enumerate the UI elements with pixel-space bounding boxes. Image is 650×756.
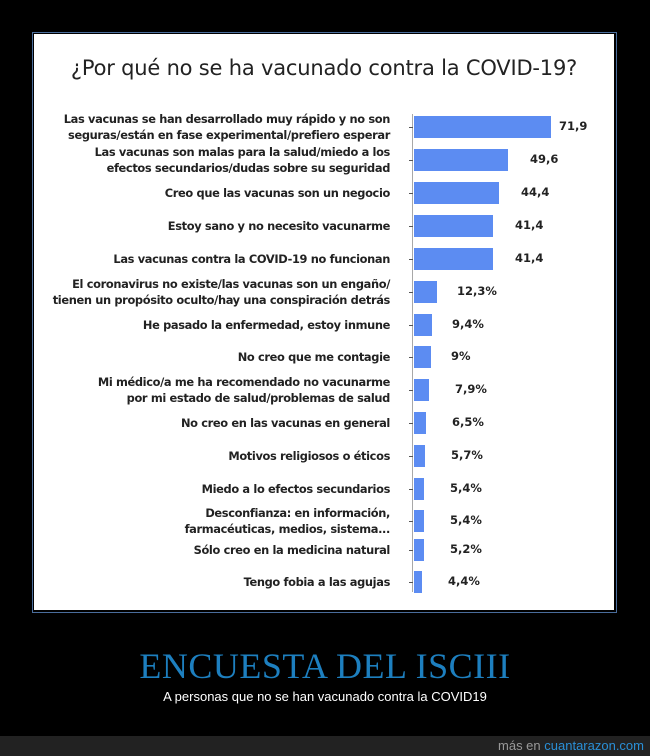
- axis-tick: [409, 582, 413, 583]
- category-label-line: Mi médico/a me ha recomendado no vacunar…: [97, 375, 391, 389]
- axis-tick: [409, 127, 413, 128]
- bar: [414, 314, 432, 336]
- axis-tick: [409, 521, 413, 522]
- value-label: 49,6: [530, 152, 559, 166]
- category-label-line: Las vacunas se han desarrollado muy rápi…: [63, 112, 391, 126]
- category-label-line: Motivos religiosos o éticos: [228, 449, 390, 463]
- category-label-line: Creo que las vacunas son un negocio: [164, 186, 391, 200]
- category-label: Sólo creo en la medicina natural: [193, 542, 391, 558]
- category-label-line: El coronavirus no existe/las vacunas son…: [72, 277, 390, 291]
- axis-tick: [409, 456, 413, 457]
- category-label-line: Las vacunas contra la COVID-19 no funcio…: [113, 252, 390, 266]
- axis-tick: [409, 292, 413, 293]
- value-label: 5,4%: [450, 513, 482, 527]
- bar: [414, 510, 424, 532]
- category-label-line: No creo en las vacunas en general: [180, 416, 390, 430]
- value-label: 5,2%: [450, 542, 482, 556]
- category-label: Las vacunas se han desarrollado muy rápi…: [63, 111, 391, 143]
- category-label-line: Estoy sano y no necesito vacunarme: [167, 219, 391, 233]
- category-label: Tengo fobia a las agujas: [243, 574, 391, 590]
- value-label: 44,4: [521, 185, 550, 199]
- bar: [414, 412, 426, 434]
- y-axis-line: [412, 114, 413, 592]
- category-label-line: Miedo a lo efectos secundarios: [201, 482, 391, 496]
- category-label-line: He pasado la enfermedad, estoy inmune: [142, 318, 390, 332]
- value-label: 12,3%: [457, 284, 497, 298]
- category-label: No creo en las vacunas en general: [181, 415, 390, 431]
- category-label-line: farmacéuticas, medios, sistema...: [184, 522, 391, 536]
- axis-tick: [409, 357, 413, 358]
- category-label: He pasado la enfermedad, estoy inmune: [143, 317, 390, 333]
- category-label-line: seguras/están en fase experimental/prefi…: [68, 128, 390, 142]
- axis-tick: [409, 325, 413, 326]
- category-label: Estoy sano y no necesito vacunarme: [167, 218, 391, 234]
- value-label: 6,5%: [452, 415, 484, 429]
- category-label-line: efectos secundarios/dudas sobre su segur…: [106, 161, 391, 175]
- value-label: 41,4: [515, 251, 544, 265]
- site-link[interactable]: cuantarazon.com: [544, 738, 644, 753]
- category-label: Desconfianza: en información, farmacéutic…: [184, 505, 391, 537]
- value-label: 71,9: [559, 119, 588, 133]
- value-label: 9%: [451, 349, 471, 363]
- category-label: El coronavirus no existe/las vacunas son…: [52, 276, 391, 308]
- axis-tick: [409, 160, 413, 161]
- footer-bar: más en cuantarazon.com: [0, 736, 650, 756]
- axis-tick: [409, 390, 413, 391]
- bar: [414, 215, 493, 237]
- bar: [414, 149, 508, 171]
- category-label: Miedo a lo efectos secundarios: [201, 481, 391, 497]
- category-label-line: Sólo creo en la medicina natural: [193, 543, 391, 557]
- category-label-line: Las vacunas son malas para la salud/mied…: [94, 145, 391, 159]
- category-label: No creo que me contagie: [237, 349, 391, 365]
- category-label: Creo que las vacunas son un negocio: [164, 185, 391, 201]
- bar: [414, 248, 493, 270]
- chart-title: ¿Por qué no se ha vacunado contra la COV…: [70, 56, 578, 80]
- value-label: 41,4: [515, 218, 544, 232]
- chart-panel: ¿Por qué no se ha vacunado contra la COV…: [34, 34, 614, 610]
- post-subtitle: A personas que no se han vacunado contra…: [163, 689, 487, 704]
- category-label: Las vacunas son malas para la salud/mied…: [94, 144, 391, 176]
- bar: [414, 571, 422, 593]
- bar: [414, 445, 425, 467]
- category-label-line: por mi estado de salud/problemas de salu…: [126, 391, 391, 405]
- value-label: 5,7%: [451, 448, 483, 462]
- category-label-line: Tengo fobia a las agujas: [243, 575, 391, 589]
- axis-tick: [409, 489, 413, 490]
- axis-tick: [409, 259, 413, 260]
- footer-text: más en cuantarazon.com: [498, 738, 644, 753]
- category-label: Motivos religiosos o éticos: [228, 448, 390, 464]
- bar: [414, 478, 424, 500]
- axis-tick: [409, 423, 413, 424]
- value-label: 9,4%: [452, 317, 484, 331]
- axis-tick: [409, 550, 413, 551]
- category-label-line: Desconfianza: en información,: [205, 506, 390, 520]
- bar: [414, 281, 437, 303]
- bar: [414, 379, 429, 401]
- bar: [414, 182, 499, 204]
- value-label: 7,9%: [455, 382, 487, 396]
- post-title: ENCUESTA DEL ISCIII: [139, 646, 511, 686]
- value-label: 4,4%: [448, 574, 480, 588]
- category-label: Mi médico/a me ha recomendado no vacunar…: [97, 374, 391, 406]
- value-label: 5,4%: [450, 481, 482, 495]
- category-label-line: tienen un propósito oculto/hay una consp…: [52, 293, 391, 307]
- bar: [414, 116, 551, 138]
- category-label-line: No creo que me contagie: [237, 350, 391, 364]
- category-label: Las vacunas contra la COVID-19 no funcio…: [113, 251, 390, 267]
- axis-tick: [409, 226, 413, 227]
- bar: [414, 539, 424, 561]
- axis-tick: [409, 193, 413, 194]
- bar: [414, 346, 431, 368]
- footer-prefix: más en: [498, 738, 545, 753]
